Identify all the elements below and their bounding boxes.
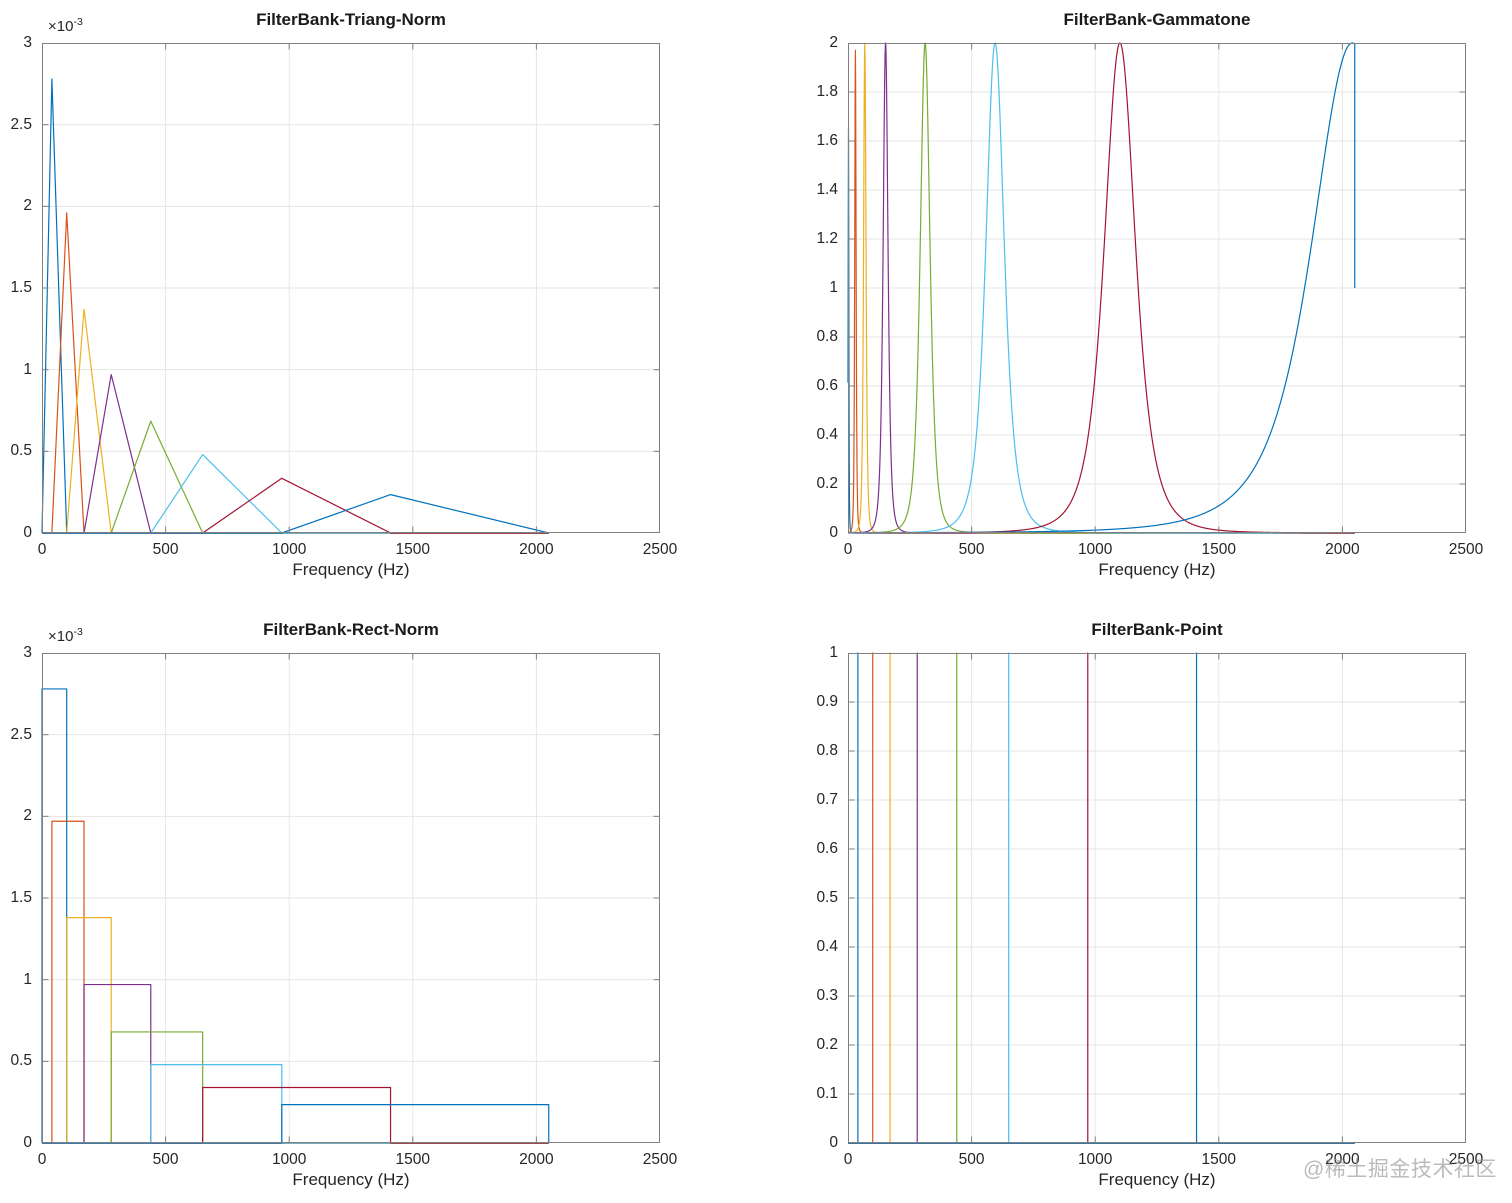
y-tick-label: 2.5 [10,115,32,133]
y-tick-label: 0.8 [816,742,838,759]
plot-area [848,652,1466,1144]
filter-curve [42,1086,549,1144]
subplot-gammatone: FilterBank-Gammatone Frequency (Hz) 0 500… [816,10,1483,579]
x-tick-label: 2000 [1325,541,1360,558]
filter-curve [42,373,549,534]
x-tick-label: 0 [37,1151,47,1168]
y-tick-label: 0.8 [816,328,838,345]
filter-curve [42,420,549,534]
y-tick-label: 0.3 [816,987,838,1004]
x-tick-label: 2500 [1448,541,1484,558]
y-tick-label: 1 [23,360,32,378]
y-tick-label: 1.2 [816,230,838,247]
x-tick-label: 0 [843,541,853,558]
y-tick-label: 1 [829,279,838,296]
y-tick-label: 0.4 [816,426,838,443]
x-tick-label: 0 [843,1151,853,1168]
x-tick-label: 2500 [642,1151,678,1168]
x-axis-label: Frequency (Hz) [1098,1170,1216,1189]
y-tick-label: 1.4 [816,181,838,198]
x-tick-label: 2500 [1448,1151,1484,1168]
x-tick-label: 500 [152,1151,179,1168]
plot-title: FilterBank-Gammatone [1063,10,1251,29]
filter-curve [42,983,549,1144]
y-tick-label: 1.5 [10,279,32,296]
filter-curve [42,820,549,1144]
y-tick-label: 0 [829,524,838,541]
x-tick-label: 500 [958,1151,985,1168]
y-tick-label: 0 [23,524,32,541]
x-tick-label: 1500 [1201,1151,1237,1168]
y-tick-label: 1.6 [816,132,838,149]
plot-area [41,653,660,1144]
filter-curve [42,308,549,534]
y-tick-label: 0 [23,1134,32,1151]
y-tick-label: 0.1 [816,1085,838,1102]
y-tick-label: 2 [23,197,32,215]
x-tick-label: 2500 [642,541,678,558]
x-tick-label: 0 [37,541,47,558]
subplot-point: FilterBank-Point Frequency (Hz) 0 500 1000… [816,620,1483,1189]
x-tick-label: 2000 [1325,1151,1360,1168]
y-tick-label: 1.5 [10,889,32,906]
y-tick-label: 0 [829,1134,838,1151]
y-tick-label: 0.9 [816,693,838,710]
x-tick-label: 1000 [271,1151,307,1168]
x-tick-label: 2000 [519,1151,554,1168]
x-tick-label: 2000 [519,541,554,558]
subplot-rect-norm: FilterBank-Rect-Norm ×10-3 Frequency (Hz… [10,620,677,1189]
filter-curve [847,128,1356,534]
x-axis-label: Frequency (Hz) [1098,560,1216,579]
y-tick-label: 0.2 [816,1036,838,1053]
filter-curve [42,477,549,534]
filter-curve [42,917,549,1144]
x-axis-label: Frequency (Hz) [292,560,410,579]
y-tick-label: 3 [23,34,32,51]
x-tick-label: 500 [152,541,179,558]
y-tick-label: 0.4 [816,938,838,955]
y-tick-label: 0.6 [816,840,838,857]
y-tick-label: 2.5 [10,725,32,743]
y-exponent-label: ×10-3 [48,626,83,645]
plot-area [41,43,660,534]
y-tick-label: 1.8 [816,83,838,100]
filter-curve [42,454,549,534]
y-tick-label: 0.2 [816,475,838,492]
y-tick-label: 2 [23,807,32,825]
x-tick-label: 1000 [271,541,307,558]
y-tick-label: 0.5 [10,1052,32,1070]
plot-area [847,42,1466,534]
y-tick-label: 1 [829,644,838,661]
y-tick-label: 0.6 [816,377,838,394]
x-tick-label: 1000 [1077,541,1113,558]
x-tick-label: 1000 [1077,1151,1113,1168]
plot-title: FilterBank-Point [1091,620,1223,639]
y-tick-label: 0.7 [816,791,838,808]
x-tick-label: 1500 [395,1151,431,1168]
x-tick-label: 1500 [395,541,431,558]
y-tick-label: 2 [829,34,838,51]
plot-title: FilterBank-Triang-Norm [256,10,446,29]
y-tick-label: 1 [23,970,32,988]
x-tick-label: 1500 [1201,541,1237,558]
watermark: @稀土掘金技术社区 [1303,1158,1497,1181]
y-exponent-label: ×10-3 [48,16,83,35]
y-tick-label: 0.5 [816,889,838,906]
filter-curve [42,1064,549,1144]
plot-title: FilterBank-Rect-Norm [263,620,439,639]
y-tick-label: 3 [23,644,32,661]
x-tick-label: 500 [958,541,985,558]
subplot-triang-norm: FilterBank-Triang-Norm ×10-3 Frequency (… [10,10,677,579]
filter-curve [41,688,549,1144]
filter-curve [42,1104,550,1144]
y-tick-label: 0.5 [10,442,32,460]
filter-curve [41,78,549,534]
x-axis-label: Frequency (Hz) [292,1170,410,1189]
